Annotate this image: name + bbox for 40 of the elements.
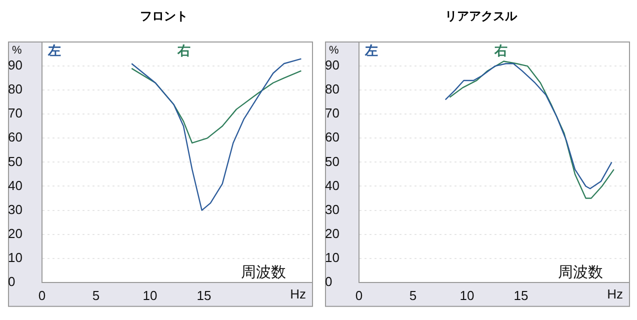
x-tick-label: 10 [142,288,158,303]
y-tick-label: 30 [8,202,22,217]
x-axis-title: Hz [290,286,306,302]
annotation: 周波数 [241,264,286,282]
y-tick-label: 80 [8,82,22,97]
y-tick-label: 70 [325,106,340,121]
y-tick-label: 50 [8,154,22,169]
y-axis-title: % [12,44,22,57]
text: 右 [176,43,191,58]
y-tick-label: 30 [325,202,340,217]
y-axis-title: % [329,44,339,57]
x-tick-label: 15 [196,288,212,303]
y-tick-label: 40 [325,178,340,193]
series-label: 右 [494,43,508,58]
y-tick-label: 20 [8,226,22,241]
y-tick-label: 50 [325,154,340,169]
text: 左 [364,43,378,58]
y-tick-label: 80 [325,82,340,97]
x-tick-label: 0 [355,288,363,303]
x-tick-label: 15 [514,288,528,303]
y-tick-label: 70 [8,106,22,121]
chart-title: リアアクスル [444,8,518,24]
x-tick-label: 0 [38,288,46,303]
x-tick-label: 5 [409,288,417,303]
y-tick-label: 40 [8,178,22,193]
x-axis-title: Hz [607,286,623,302]
y-tick-label: 0 [8,274,16,289]
y-tick-label: 10 [325,250,340,265]
y-tick-label: 90 [325,58,340,73]
y-tick-label: 20 [325,226,340,241]
y-tick-label: 90 [8,58,22,73]
y-tick-label: 60 [325,130,340,145]
x-tick-label: 5 [92,288,100,303]
annotation: 周波数 [558,264,603,282]
y-tick-label: 10 [8,250,22,265]
text: 左 [47,43,61,58]
y-tick-label: 60 [8,130,22,145]
chart-title: フロント [139,8,189,24]
y-tick-label: 0 [325,274,332,289]
x-tick-label: 10 [460,288,474,303]
